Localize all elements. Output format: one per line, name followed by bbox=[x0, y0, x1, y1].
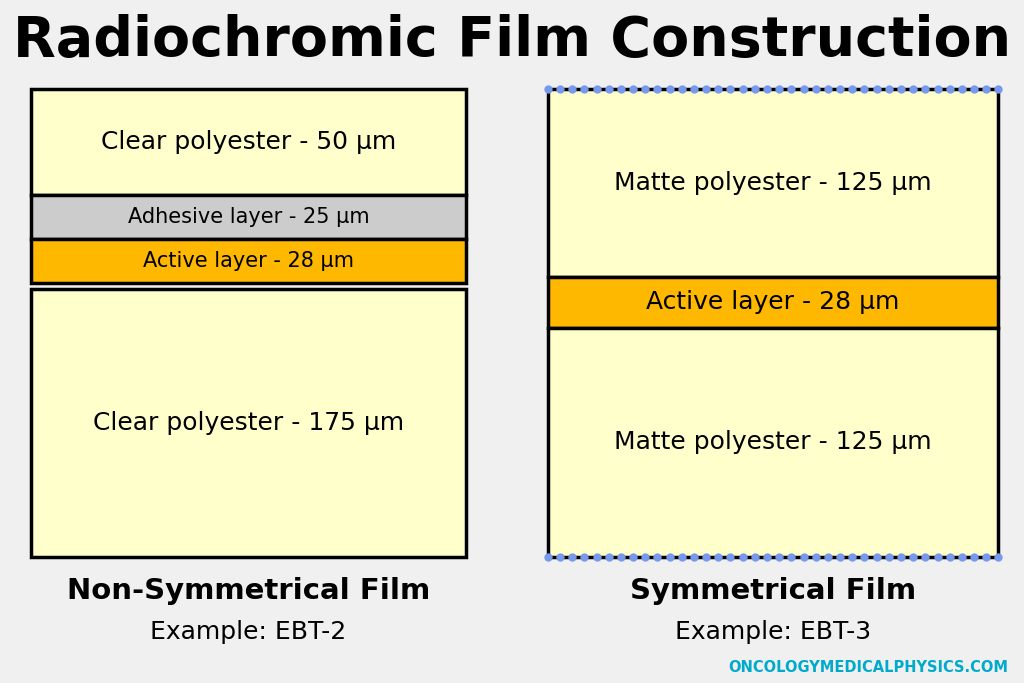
Point bbox=[674, 83, 690, 94]
Point bbox=[868, 83, 885, 94]
Point bbox=[978, 551, 994, 562]
Point bbox=[637, 551, 653, 562]
Point bbox=[649, 551, 666, 562]
Point bbox=[820, 83, 837, 94]
Point bbox=[856, 551, 872, 562]
Point bbox=[796, 83, 812, 94]
Point bbox=[771, 83, 787, 94]
Point bbox=[734, 83, 751, 94]
Point bbox=[844, 83, 860, 94]
Point bbox=[978, 83, 994, 94]
Point bbox=[796, 551, 812, 562]
Point bbox=[808, 83, 824, 94]
Point bbox=[941, 551, 957, 562]
Point bbox=[686, 551, 702, 562]
Point bbox=[930, 551, 946, 562]
Point bbox=[722, 83, 738, 94]
Point bbox=[600, 551, 616, 562]
Bar bbox=[548, 89, 998, 277]
Point bbox=[577, 551, 593, 562]
Point bbox=[990, 83, 1007, 94]
Point bbox=[893, 551, 909, 562]
Point bbox=[662, 551, 678, 562]
Point bbox=[698, 551, 715, 562]
Point bbox=[831, 83, 848, 94]
Point bbox=[893, 83, 909, 94]
Point bbox=[710, 83, 726, 94]
Point bbox=[868, 551, 885, 562]
Point bbox=[674, 551, 690, 562]
Point bbox=[625, 83, 641, 94]
Bar bbox=[548, 277, 998, 328]
Point bbox=[831, 551, 848, 562]
Point bbox=[540, 83, 556, 94]
Point bbox=[625, 551, 641, 562]
Point bbox=[783, 83, 800, 94]
Point bbox=[612, 83, 629, 94]
Point bbox=[941, 83, 957, 94]
Point bbox=[905, 551, 922, 562]
Point bbox=[966, 83, 982, 94]
Point bbox=[771, 551, 787, 562]
Text: Clear polyester - 175 μm: Clear polyester - 175 μm bbox=[93, 410, 403, 435]
Point bbox=[990, 551, 1007, 562]
Point bbox=[844, 551, 860, 562]
Text: Example: EBT-3: Example: EBT-3 bbox=[675, 619, 871, 644]
Point bbox=[686, 83, 702, 94]
Point bbox=[953, 551, 970, 562]
Point bbox=[856, 83, 872, 94]
Bar bbox=[31, 289, 466, 557]
Point bbox=[564, 551, 581, 562]
Point bbox=[722, 551, 738, 562]
Bar bbox=[548, 328, 998, 557]
Bar bbox=[31, 239, 466, 283]
Bar bbox=[31, 89, 466, 195]
Point bbox=[759, 551, 775, 562]
Point bbox=[577, 83, 593, 94]
Point bbox=[905, 83, 922, 94]
Text: Adhesive layer - 25 μm: Adhesive layer - 25 μm bbox=[128, 207, 369, 227]
Point bbox=[698, 83, 715, 94]
Point bbox=[552, 83, 568, 94]
Point bbox=[662, 83, 678, 94]
Point bbox=[918, 551, 934, 562]
Point bbox=[746, 83, 763, 94]
Text: Active layer - 28 μm: Active layer - 28 μm bbox=[142, 251, 354, 271]
Point bbox=[746, 551, 763, 562]
Text: Active layer - 28 μm: Active layer - 28 μm bbox=[646, 290, 900, 314]
Point bbox=[589, 83, 605, 94]
Point bbox=[881, 551, 897, 562]
Point bbox=[966, 551, 982, 562]
Text: Non-Symmetrical Film: Non-Symmetrical Film bbox=[67, 577, 430, 604]
Point bbox=[564, 83, 581, 94]
Point bbox=[540, 551, 556, 562]
Text: Matte polyester - 125 μm: Matte polyester - 125 μm bbox=[614, 430, 932, 454]
Text: Radiochromic Film Construction: Radiochromic Film Construction bbox=[13, 14, 1011, 68]
Text: Matte polyester - 125 μm: Matte polyester - 125 μm bbox=[614, 171, 932, 195]
Point bbox=[649, 83, 666, 94]
Point bbox=[734, 551, 751, 562]
Point bbox=[930, 83, 946, 94]
Point bbox=[600, 83, 616, 94]
Point bbox=[820, 551, 837, 562]
Point bbox=[759, 83, 775, 94]
Point bbox=[612, 551, 629, 562]
Point bbox=[918, 83, 934, 94]
Bar bbox=[31, 195, 466, 239]
Text: Clear polyester - 50 μm: Clear polyester - 50 μm bbox=[100, 130, 396, 154]
Text: Example: EBT-2: Example: EBT-2 bbox=[151, 619, 346, 644]
Point bbox=[589, 551, 605, 562]
Point bbox=[552, 551, 568, 562]
Point bbox=[881, 83, 897, 94]
Point bbox=[783, 551, 800, 562]
Point bbox=[637, 83, 653, 94]
Point bbox=[953, 83, 970, 94]
Text: ONCOLOGYMEDICALPHYSICS.COM: ONCOLOGYMEDICALPHYSICS.COM bbox=[729, 660, 1009, 675]
Text: Symmetrical Film: Symmetrical Film bbox=[630, 577, 916, 604]
Point bbox=[710, 551, 726, 562]
Point bbox=[808, 551, 824, 562]
